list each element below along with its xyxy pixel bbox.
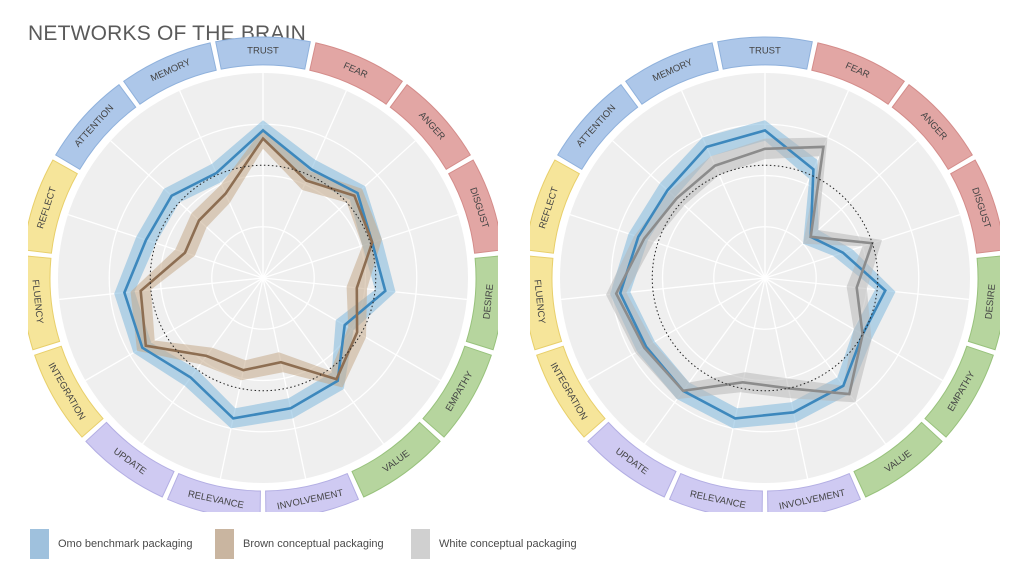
category-segment-memory <box>625 42 719 105</box>
category-label-desire: DESIRE <box>481 284 496 320</box>
category-segment-empathy <box>924 345 994 438</box>
legend-swatch-brown <box>215 529 234 559</box>
legend-label-brown: Brown conceptual packaging <box>243 538 384 550</box>
grid-spoke <box>85 277 264 382</box>
series-band-brown-conceptual-packaging <box>130 128 382 388</box>
category-segment-disgust <box>950 159 1000 254</box>
grid-spoke <box>262 277 385 445</box>
category-segment-anger <box>389 83 471 170</box>
reference-circle <box>651 164 879 392</box>
category-label-desire: DESIRE <box>983 284 998 320</box>
category-segment-fluency <box>530 255 563 351</box>
grid-spoke <box>764 277 943 382</box>
category-segment-involvement <box>767 472 862 512</box>
grid-spoke <box>764 90 849 279</box>
category-ring: TRUSTFEARANGERDISGUSTDESIREEMPATHYVALUEI… <box>28 36 498 512</box>
grid-spoke <box>764 277 809 479</box>
legend-swatch-white <box>411 529 430 559</box>
category-label-trust: TRUST <box>247 46 279 57</box>
grid-spoke <box>179 90 264 279</box>
category-ring: TRUSTFEARANGERDISGUSTDESIREEMPATHYVALUEI… <box>530 36 1000 512</box>
grid-spoke <box>764 277 969 301</box>
radar-chart-omo-vs-white: TRUSTFEARANGERDISGUSTDESIREEMPATHYVALUEI… <box>530 36 1000 512</box>
category-segment-value <box>351 421 441 498</box>
grid-spoke <box>764 214 961 279</box>
category-segment-value <box>853 421 943 498</box>
category-segment-update <box>85 421 175 498</box>
category-segment-relevance <box>166 472 261 512</box>
grid-spoke <box>67 214 264 279</box>
legend-swatch-omo <box>30 529 49 559</box>
grid-spoke <box>262 214 459 279</box>
series-band-omo-benchmark-packaging <box>114 120 396 429</box>
series-line-omo-benchmark-packaging <box>123 128 387 420</box>
series-line-brown-conceptual-packaging <box>139 136 374 381</box>
grid-spoke <box>569 214 766 279</box>
category-segment-involvement <box>265 472 360 512</box>
grid-spoke <box>612 140 766 279</box>
grid-spoke <box>262 277 307 479</box>
category-label-fluency: FLUENCY <box>29 279 45 325</box>
category-segment-reflect <box>28 159 78 254</box>
category-segment-attention <box>557 83 639 170</box>
category-segment-integration <box>536 345 606 438</box>
category-segment-anger <box>891 83 973 170</box>
category-segment-attention <box>55 83 137 170</box>
grid-spoke <box>587 277 766 382</box>
category-segment-desire <box>465 255 498 351</box>
category-segment-empathy <box>422 345 492 438</box>
category-segment-fear <box>309 42 403 105</box>
category-segment-desire <box>967 255 1000 351</box>
legend-item-brown: Brown conceptual packaging <box>215 528 384 560</box>
grid-spoke <box>764 140 918 279</box>
legend-label-omo: Omo benchmark packaging <box>58 538 193 550</box>
series-line-white-conceptual-packaging <box>614 145 874 396</box>
legend-item-omo: Omo benchmark packaging <box>30 528 193 560</box>
grid-spoke <box>110 140 264 279</box>
grid-spoke <box>764 277 887 445</box>
radar-chart-omo-vs-brown: TRUSTFEARANGERDISGUSTDESIREEMPATHYVALUEI… <box>28 36 498 512</box>
grid-spoke <box>681 90 766 279</box>
category-segment-update <box>587 421 677 498</box>
category-segment-trust <box>215 36 311 70</box>
grid-spoke <box>561 277 766 301</box>
category-segment-disgust <box>448 159 498 254</box>
grid-spoke <box>643 277 766 445</box>
category-label-trust: TRUST <box>749 46 781 57</box>
legend-label-white: White conceptual packaging <box>439 538 577 550</box>
category-segment-relevance <box>668 472 763 512</box>
category-segment-fluency <box>28 255 61 351</box>
category-segment-reflect <box>530 159 580 254</box>
category-segment-integration <box>34 345 104 438</box>
category-segment-memory <box>123 42 217 105</box>
reference-circle <box>149 164 377 392</box>
grid-spoke <box>59 277 264 301</box>
category-segment-trust <box>717 36 813 70</box>
grid-spoke <box>262 140 416 279</box>
series-line-omo-benchmark-packaging <box>618 128 887 420</box>
category-label-fluency: FLUENCY <box>531 279 547 325</box>
legend-item-white: White conceptual packaging <box>411 528 577 560</box>
category-segment-fear <box>811 42 905 105</box>
